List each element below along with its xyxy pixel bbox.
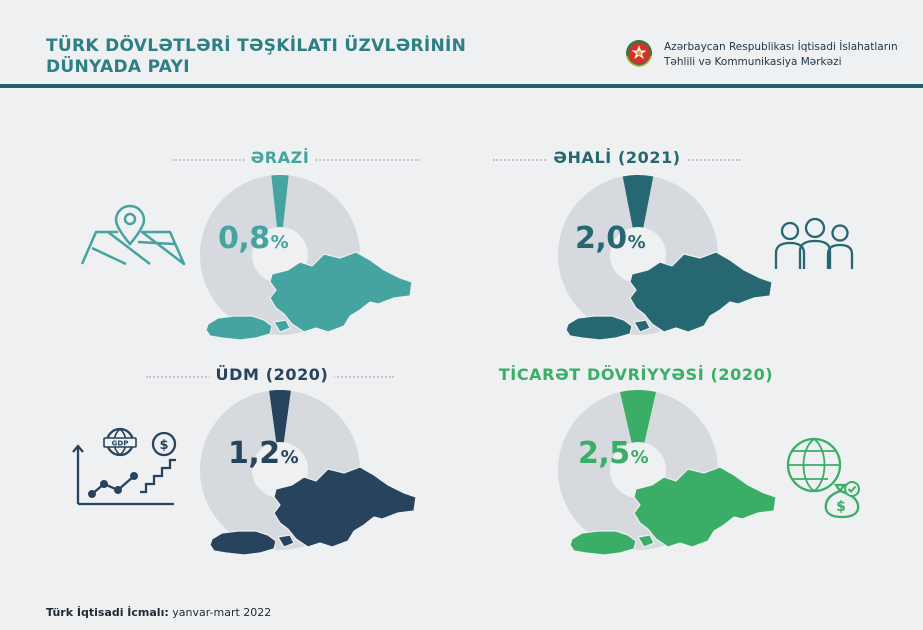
source-footer: Türk İqtisadi İcmalı: yanvar-mart 2022: [46, 606, 271, 619]
money-bag-label: $: [836, 499, 846, 515]
gdp-title: ÜDM (2020): [122, 365, 422, 385]
gdp-percent-value: 1,2: [228, 436, 280, 471]
gdp-title-text: ÜDM (2020): [209, 365, 335, 384]
map-pin-icon: [80, 204, 186, 266]
trade-title-text: TİCARƏT DÖVRİYYƏSİ (2020): [492, 365, 780, 384]
state-emblem-icon: [626, 40, 652, 67]
population-percent-value: 2,0: [575, 221, 627, 256]
trade-donut-share: [620, 390, 656, 443]
organization-name: Azərbaycan Respublikası İqtisadi İslahat…: [664, 40, 898, 70]
dollar-icon-label: $: [159, 438, 168, 453]
page-title-line2: DÜNYADA PAYI: [46, 57, 190, 77]
source-footer-bold: Türk İqtisadi İcmalı:: [46, 606, 169, 619]
globe-money-icon: $: [786, 437, 860, 519]
territory-percent: 0,8%: [218, 221, 289, 260]
population-title: ƏHALİ (2021): [467, 148, 767, 168]
territory-map-silhouette: [205, 251, 413, 341]
source-footer-text: yanvar-mart 2022: [168, 606, 272, 619]
territory-donut-share: [271, 175, 289, 228]
trade-percent-sign: %: [630, 447, 649, 468]
trade-percent-value: 2,5: [578, 436, 630, 471]
people-icon: [774, 217, 854, 269]
gdp-icon-label: GDP: [112, 440, 129, 448]
trade-percent: 2,5%: [578, 436, 649, 475]
gdp-percent-sign: %: [280, 447, 299, 468]
gdp-growth-icon: GDP $: [72, 427, 177, 506]
page-title-line1: TÜRK DÖVLƏTLƏRİ TƏŞKİLATI ÜZVLƏRİNİN: [46, 36, 467, 56]
organization-name-line2: Təhlili və Kommunikasiya Mərkəzi: [664, 56, 842, 68]
page-title: TÜRK DÖVLƏTLƏRİ TƏŞKİLATI ÜZVLƏRİNİN DÜN…: [46, 36, 466, 78]
population-title-text: ƏHALİ (2021): [547, 148, 687, 167]
gdp-donut-share: [269, 390, 291, 443]
territory-title-text: ƏRAZİ: [244, 148, 316, 167]
population-map-silhouette: [565, 251, 773, 341]
trade-map-silhouette: [569, 466, 777, 556]
territory-percent-sign: %: [270, 232, 289, 253]
gdp-map-silhouette: [209, 466, 417, 556]
header-divider: [0, 84, 923, 88]
gdp-percent: 1,2%: [228, 436, 299, 475]
territory-title: ƏRAZİ: [130, 148, 430, 168]
organization-block: Azərbaycan Respublikası İqtisadi İslahat…: [624, 38, 904, 78]
population-percent-sign: %: [627, 232, 646, 253]
population-donut-share: [622, 175, 654, 228]
trade-title: TİCARƏT DÖVRİYYƏSİ (2020): [486, 365, 786, 385]
population-percent: 2,0%: [575, 221, 646, 260]
territory-percent-value: 0,8: [218, 221, 270, 256]
organization-name-line1: Azərbaycan Respublikası İqtisadi İslahat…: [664, 41, 898, 53]
